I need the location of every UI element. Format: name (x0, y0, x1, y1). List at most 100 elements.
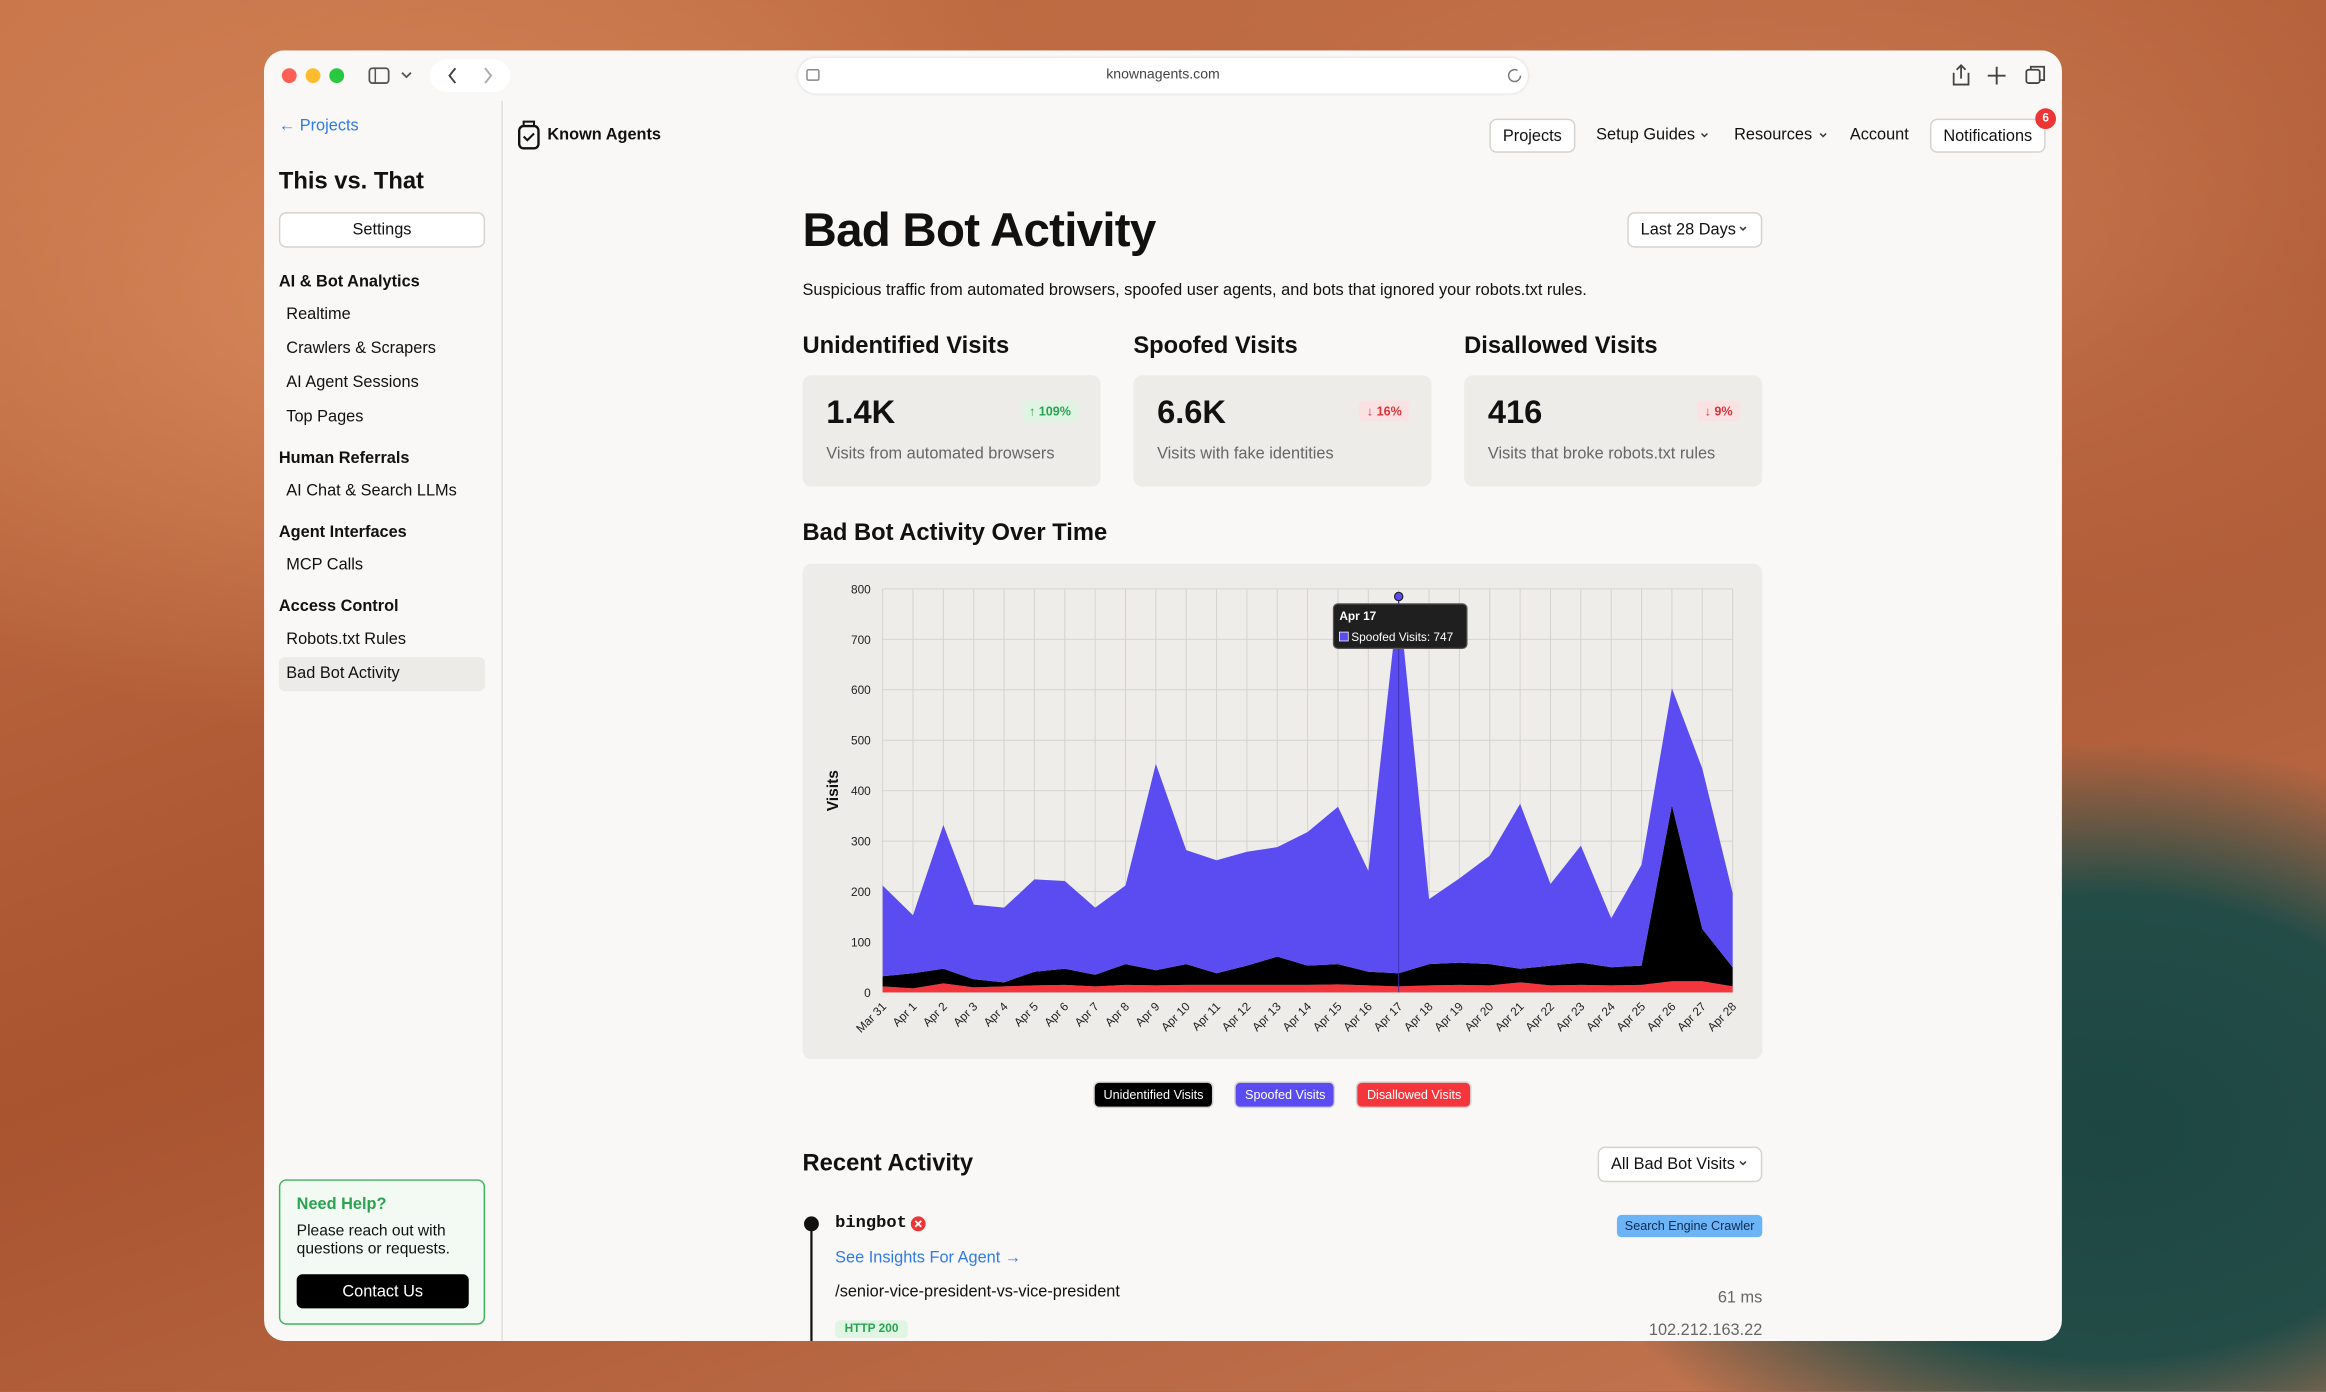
x-tick-label: Apr 22 (1522, 999, 1557, 1034)
y-axis-label: Visits (825, 770, 842, 812)
toolbar-right-icons[interactable] (1946, 62, 2050, 89)
chart-title: Bad Bot Activity Over Time (802, 520, 1108, 546)
status-pill: HTTP 200 (835, 1320, 908, 1339)
card-change: ↑ 109% (1021, 400, 1079, 422)
insights-link[interactable]: See Insights For Agent → (835, 1249, 1022, 1267)
x-tick-label: Apr 24 (1583, 999, 1618, 1034)
card-change: ↓ 9% (1697, 400, 1741, 422)
url-icons (806, 68, 1522, 83)
area (882, 981, 1733, 993)
card-change: ↓ 16% (1359, 400, 1410, 422)
y-tick-label: 100 (851, 935, 871, 949)
nav-item[interactable]: Top Pages (286, 407, 364, 426)
x-tick-label: Mar 31 (853, 999, 889, 1035)
settings-button[interactable]: Settings (278, 212, 486, 248)
recent-title: Recent Activity (802, 1151, 974, 1177)
ip-address: 102.212.163.22 (1648, 1321, 1763, 1340)
x-tick-label: Apr 25 (1614, 999, 1649, 1034)
legend: Unidentified Visits Spoofed Visits Disallo… (803, 1082, 1763, 1107)
x-tick-label: Apr 17 (1371, 999, 1406, 1034)
x-tick-label: Apr 28 (1705, 999, 1740, 1034)
x-tick-label: Apr 1 (890, 999, 920, 1029)
request-path: /senior-vice-president-vs-vice-president (835, 1283, 1120, 1301)
projects-button[interactable]: Projects (1489, 118, 1576, 153)
tooltip-title: Apr 17 (1339, 609, 1376, 623)
tooltip-text: Spoofed Visits: 747 (1351, 630, 1453, 644)
x-tick-label: Apr 12 (1219, 999, 1254, 1034)
y-tick-label: 500 (851, 734, 871, 748)
filter-dropdown[interactable]: All Bad Bot Visits (1597, 1146, 1763, 1183)
nav-section-title: AI & Bot Analytics (278, 272, 420, 291)
tooltip-swatch (1338, 631, 1349, 642)
x-tick-label: Apr 11 (1189, 999, 1223, 1033)
resources-menu[interactable]: Resources (1734, 126, 1813, 144)
x-tick-label: Apr 5 (1011, 999, 1041, 1029)
x-tick-label: Apr 8 (1102, 999, 1132, 1029)
x-tick-label: Apr 26 (1644, 999, 1679, 1034)
menu-chevrons (1700, 132, 1827, 138)
x-tick-label: Apr 15 (1310, 999, 1345, 1034)
sidebar-nav: AI & Bot Analytics Realtime Crawlers & Scr… (278, 266, 486, 692)
x-tick-label: Apr 20 (1462, 999, 1497, 1034)
card-title: Unidentified Visits (802, 333, 1010, 359)
brand-logo (518, 120, 540, 150)
nav-section-title: Human Referrals (278, 449, 410, 468)
nav-item[interactable]: Crawlers & Scrapers (286, 339, 436, 358)
range-dropdown[interactable]: Last 28 Days (1627, 212, 1763, 248)
card-title: Spoofed Visits (1133, 333, 1298, 359)
card-caption: Visits from automated browsers (826, 445, 1055, 463)
nav-item-active[interactable]: Bad Bot Activity (278, 657, 486, 692)
x-tick-label: Apr 23 (1553, 999, 1588, 1034)
x-tick-label: Apr 13 (1249, 999, 1284, 1034)
x-tick-label: Apr 19 (1431, 999, 1466, 1034)
back-link[interactable]: ← Projects (278, 117, 359, 135)
x-tick-label: Apr 2 (920, 999, 950, 1029)
response-time: 61 ms (1717, 1289, 1763, 1307)
y-tick-label: 300 (851, 835, 871, 849)
nav-section-title: Access Control (278, 597, 399, 616)
nav-item[interactable]: AI Agent Sessions (286, 373, 419, 392)
card (802, 375, 1101, 487)
close-button[interactable] (281, 68, 297, 84)
card-value: 6.6K (1157, 393, 1227, 431)
card-caption: Visits with fake identities (1157, 445, 1334, 463)
page-description: Suspicious traffic from automated browse… (802, 281, 1587, 300)
help-text: Please reach out with questions or reque… (296, 1222, 450, 1258)
minimize-button[interactable] (305, 68, 321, 84)
contact-button[interactable]: Contact Us (296, 1274, 469, 1309)
nav-item[interactable]: AI Chat & Search LLMs (286, 482, 457, 500)
area (882, 596, 1733, 983)
nav-item[interactable]: Robots.txt Rules (286, 630, 407, 649)
x-tick-label: Apr 7 (1072, 999, 1102, 1029)
legend-item[interactable]: Spoofed Visits (1236, 1082, 1335, 1107)
url-text: knownagents.com (1106, 66, 1220, 84)
agent-tag: Search Engine Crawler (1616, 1214, 1763, 1238)
y-tick-label: 700 (851, 633, 871, 647)
tooltip (1332, 603, 1468, 649)
y-tick-label: 200 (851, 885, 871, 899)
setup-guides-menu[interactable]: Setup Guides (1596, 126, 1696, 144)
zoom-button[interactable] (329, 68, 345, 84)
y-tick-label: 0 (864, 986, 871, 1000)
legend-item[interactable]: Unidentified Visits (1094, 1082, 1213, 1107)
legend-item[interactable]: Disallowed Visits (1358, 1082, 1471, 1107)
nav-item[interactable]: MCP Calls (286, 556, 364, 575)
nav-section-title: Agent Interfaces (278, 523, 407, 542)
notification-badge: 6 (2035, 108, 2057, 130)
nav-item[interactable]: Realtime (286, 305, 351, 324)
agent-name[interactable]: bingbot (835, 1213, 907, 1233)
card (1133, 375, 1432, 487)
x-tick-label: Apr 18 (1401, 999, 1436, 1034)
nav-icons[interactable] (362, 59, 511, 92)
card-value: 1.4K (826, 393, 896, 431)
x-tick-label: Apr 16 (1340, 999, 1375, 1034)
url-bar[interactable] (798, 57, 1528, 94)
account-link[interactable]: Account (1849, 126, 1909, 144)
area (882, 805, 1733, 989)
notifications-button[interactable]: Notifications (1929, 118, 2046, 153)
card-title: Disallowed Visits (1464, 333, 1658, 359)
